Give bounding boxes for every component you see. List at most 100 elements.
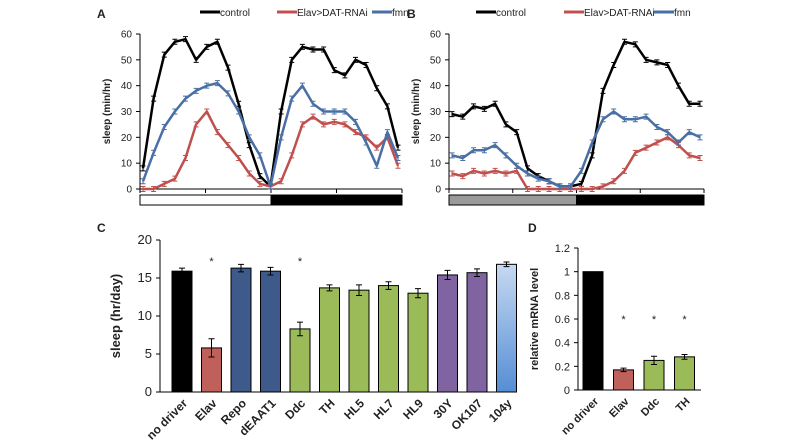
panel-b-data-point [589, 152, 595, 159]
panel-a-data-point [278, 134, 284, 141]
panel-a-data-point [289, 152, 295, 159]
panel-a-data-point [321, 121, 327, 128]
panel-b-data-point [600, 116, 606, 123]
panel-b-data-point [665, 129, 671, 136]
panel-a-data-point [151, 95, 157, 102]
panel-c-error-bar [267, 266, 274, 276]
panel-a-data-point [331, 118, 337, 125]
panel-a-data-point [278, 108, 284, 115]
panel-a-data-point [268, 183, 273, 190]
panel-a-data-point [353, 118, 358, 125]
panel-b-series-fmn [451, 110, 701, 188]
panel-a-data-point [183, 155, 188, 161]
panel-c-error-bar [208, 338, 215, 358]
panel-b-data-point [514, 129, 520, 136]
panel-a-data-point [151, 186, 157, 192]
panel-b-data-point [471, 167, 477, 174]
panel-a-y-tick-label: 0 [126, 185, 132, 196]
panel-b-data-point [675, 82, 681, 89]
panel-c-bar [407, 292, 429, 393]
panel-a-data-point [236, 155, 242, 161]
panel-b-data-point [481, 147, 487, 154]
panel-c-bar [348, 289, 370, 393]
panel-c-error-bar [385, 281, 392, 290]
panel-a-data-point [310, 46, 316, 53]
panel-b-data-point [675, 139, 681, 146]
panel-b-data-point [492, 142, 498, 149]
panel-a-y-tick-label: 40 [121, 81, 133, 92]
panel-c-bar [496, 263, 517, 393]
panel-d-bar [613, 369, 634, 391]
panel-c-x-category-label: 30Y [431, 396, 456, 421]
panel-b-data-point [546, 186, 552, 192]
panel-b-data-point [611, 62, 617, 68]
panel-a-data-point [193, 121, 199, 128]
panel-b-data-point [568, 183, 574, 190]
panel-a-data-point [257, 152, 263, 159]
panel-c-y-tick-label: 5 [145, 346, 152, 361]
panel-b-data-point [697, 100, 703, 107]
panel-b-data-point [535, 186, 541, 192]
panel-d-y-tick-label: 0.8 [555, 290, 570, 302]
panel-c-error-bar [179, 267, 185, 275]
panel-c-error-bar [356, 284, 362, 296]
panel-a-legend-label: control [220, 8, 250, 19]
panel-b-light-phase-bar [448, 194, 577, 206]
panel-d-y-tick-label: 0.4 [555, 338, 570, 350]
panel-d-x-category-label: Ddc [639, 396, 662, 419]
panel-b-data-point [460, 173, 466, 180]
panel-c-error-bar [326, 284, 333, 292]
panel-b-data-point [589, 139, 595, 146]
panel-c-bar [437, 274, 458, 393]
panel-b-data-point [449, 111, 455, 118]
panel-c-x-category-label: no driver [144, 396, 190, 442]
panel-b-y-tick-label: 10 [430, 159, 442, 170]
panel-a-data-point [310, 100, 316, 107]
panel-a-label: A [97, 7, 106, 21]
panel-a-data-point [331, 108, 337, 115]
panel-a-data-point [278, 178, 284, 185]
panel-b-data-point [665, 62, 671, 68]
panel-a-data-point [225, 142, 231, 149]
panel-b-data-point [492, 100, 498, 107]
panel-c-y-tick-label: 0 [145, 384, 152, 399]
panel-b-legend-label: fmn [674, 8, 691, 19]
panel-a-data-point [353, 56, 358, 63]
panel-d-y-tick-label: 0.2 [555, 361, 570, 373]
panel-a-data-point [395, 162, 401, 169]
panel-c-x-category-label: 104y [486, 396, 515, 425]
panel-a-data-point [363, 62, 369, 68]
panel-b-data-point [600, 183, 606, 190]
panel-a-data-point [214, 129, 220, 136]
panel-b-data-point [622, 116, 628, 123]
panel-b-series-control [451, 40, 700, 188]
panel-d-x-category-label: no driver [559, 395, 601, 437]
panel-c-significance-mark: * [298, 256, 303, 268]
panel-b-data-point [578, 186, 584, 192]
panel-b-dark-phase-bar [576, 194, 705, 206]
panel-d-y-tick-label: 0.6 [555, 314, 570, 326]
panel-c-x-category-label: HL7 [371, 396, 397, 422]
panel-d-significance-mark: * [682, 314, 687, 326]
panel-a-dark-phase-bar [270, 194, 403, 206]
panel-c-y-axis-title: sleep (hr/day) [108, 274, 123, 359]
panel-b-y-tick-label: 0 [435, 185, 441, 196]
panel-b-data-point [643, 113, 649, 120]
panel-a-data-point [374, 162, 380, 169]
panel-b-data-point [622, 167, 628, 174]
panel-c-y-tick-label: 15 [138, 270, 152, 285]
panel-b-label: B [407, 7, 416, 21]
panel-a-y-tick-label: 20 [121, 133, 133, 144]
panel-a-data-point [161, 180, 167, 187]
panel-b-data-point [686, 129, 692, 136]
panel-a-data-point [140, 178, 146, 185]
panel-a-y-tick-label: 10 [121, 159, 133, 170]
panel-c-bar [260, 270, 281, 393]
panel-c-bar [171, 270, 193, 393]
panel-a-data-point [299, 43, 305, 50]
panel-b-data-point [492, 167, 498, 174]
panel-c-bar [319, 287, 340, 393]
panel-a-data-point [225, 64, 231, 71]
panel-c-error-bar [415, 288, 421, 299]
panel-a-data-point [214, 38, 220, 45]
